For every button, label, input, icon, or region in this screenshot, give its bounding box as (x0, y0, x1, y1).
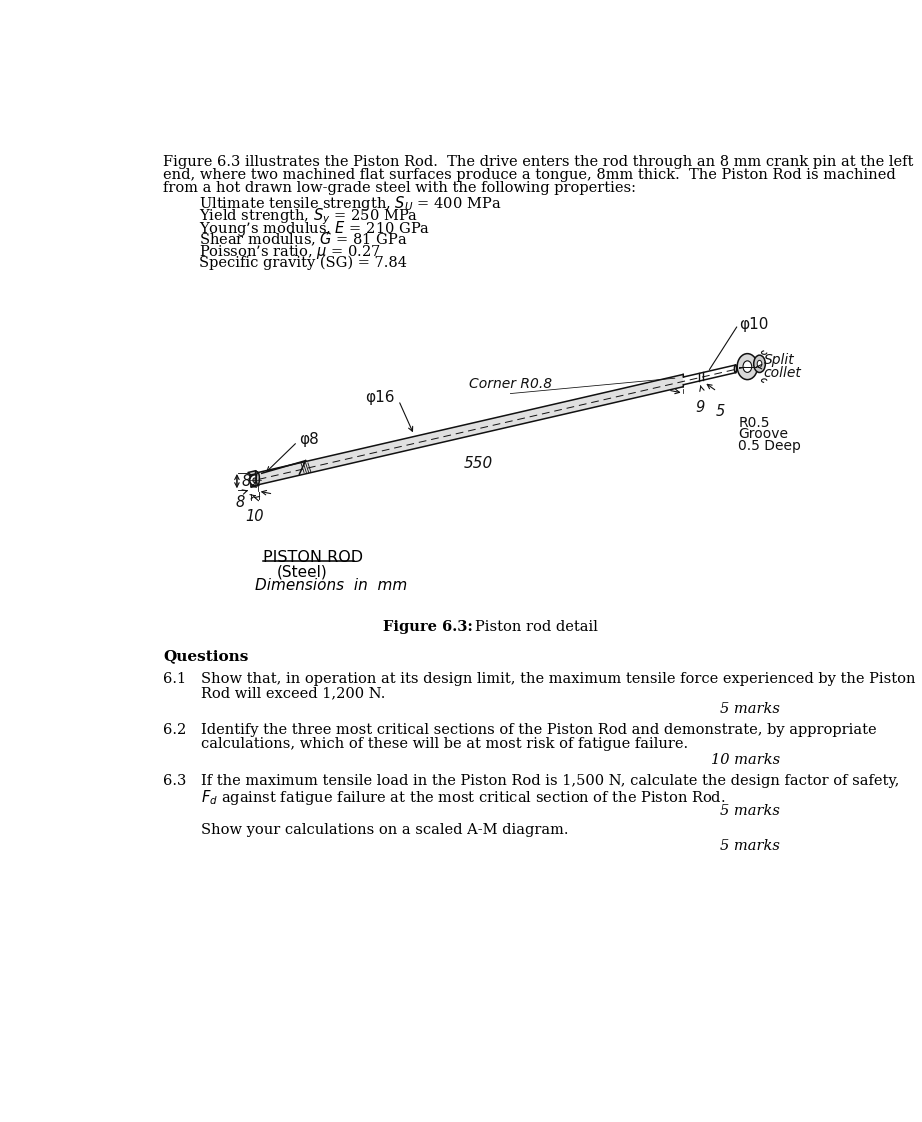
Text: 5 marks: 5 marks (720, 803, 780, 818)
Text: Figure 6.3 illustrates the Piston Rod.  The drive enters the rod through an 8 mm: Figure 6.3 illustrates the Piston Rod. T… (163, 155, 914, 168)
Text: φ8: φ8 (299, 432, 319, 447)
Text: Ultimate tensile strength, $S_U$ = 400 MPa: Ultimate tensile strength, $S_U$ = 400 M… (199, 194, 502, 213)
Polygon shape (255, 471, 259, 486)
Text: If the maximum tensile load in the Piston Rod is 1,500 N, calculate the design f: If the maximum tensile load in the Pisto… (200, 774, 899, 788)
Ellipse shape (250, 475, 260, 486)
Text: from a hot drawn low-grade steel with the following properties:: from a hot drawn low-grade steel with th… (163, 181, 636, 195)
Text: Identify the three most critical sections of the Piston Rod and demonstrate, by : Identify the three most critical section… (200, 723, 876, 737)
Text: 5 marks: 5 marks (720, 839, 780, 853)
Text: 8: 8 (242, 473, 251, 489)
Ellipse shape (757, 360, 762, 367)
Text: 5: 5 (715, 404, 725, 419)
Text: Split: Split (763, 353, 794, 368)
Ellipse shape (256, 472, 259, 485)
Text: collet: collet (763, 366, 801, 379)
Text: φ10: φ10 (739, 318, 768, 332)
Text: R0.5: R0.5 (739, 416, 770, 430)
Text: Show that, in operation at its design limit, the maximum tensile force experienc: Show that, in operation at its design li… (200, 672, 915, 686)
Ellipse shape (253, 478, 256, 482)
Text: Young’s modulus, $E$ = 210 GPa: Young’s modulus, $E$ = 210 GPa (199, 219, 431, 238)
Text: Corner R0.8: Corner R0.8 (469, 377, 552, 392)
Text: Specific gravity (SG) = 7.84: Specific gravity (SG) = 7.84 (199, 256, 407, 270)
Text: (Steel): (Steel) (277, 564, 327, 579)
Text: 6.1: 6.1 (163, 672, 186, 686)
Polygon shape (258, 375, 683, 485)
Text: 6.2: 6.2 (163, 723, 186, 737)
Text: end, where two machined flat surfaces produce a tongue, 8mm thick.  The Piston R: end, where two machined flat surfaces pr… (163, 168, 896, 182)
Text: Dimensions  in  mm: Dimensions in mm (254, 578, 407, 594)
Text: Questions: Questions (163, 649, 249, 663)
Ellipse shape (735, 365, 737, 373)
Text: PISTON ROD: PISTON ROD (263, 551, 362, 565)
Ellipse shape (753, 356, 765, 373)
Text: Yield strength, $S_y$ = 250 MPa: Yield strength, $S_y$ = 250 MPa (199, 206, 419, 227)
Text: Figure 6.3:: Figure 6.3: (383, 619, 472, 634)
Text: 10: 10 (245, 509, 264, 524)
Polygon shape (251, 473, 259, 487)
Text: 550: 550 (464, 456, 493, 471)
Text: φ16: φ16 (365, 390, 395, 405)
Text: Poisson’s ratio, $\mu$ = 0.27: Poisson’s ratio, $\mu$ = 0.27 (199, 243, 381, 261)
Text: Rod will exceed 1,200 N.: Rod will exceed 1,200 N. (200, 686, 384, 700)
Text: 8: 8 (235, 495, 244, 509)
Text: Show your calculations on a scaled A-M diagram.: Show your calculations on a scaled A-M d… (200, 824, 568, 837)
Text: calculations, which of these will be at most risk of fatigue failure.: calculations, which of these will be at … (200, 737, 688, 751)
Text: 9: 9 (695, 399, 704, 414)
Text: Shear modulus, $G$ = 81 GPa: Shear modulus, $G$ = 81 GPa (199, 231, 408, 248)
Text: Groove: Groove (739, 427, 788, 441)
Text: 6.3: 6.3 (163, 774, 186, 788)
Text: 0.5 Deep: 0.5 Deep (739, 439, 801, 453)
Text: $F_d$ against fatigue failure at the most critical section of the Piston Rod.: $F_d$ against fatigue failure at the mos… (200, 788, 725, 807)
Text: 10 marks: 10 marks (711, 753, 780, 767)
Text: Piston rod detail: Piston rod detail (475, 619, 597, 634)
Text: 5 marks: 5 marks (720, 702, 780, 716)
Ellipse shape (738, 353, 758, 379)
Ellipse shape (743, 361, 751, 373)
Polygon shape (248, 471, 259, 475)
